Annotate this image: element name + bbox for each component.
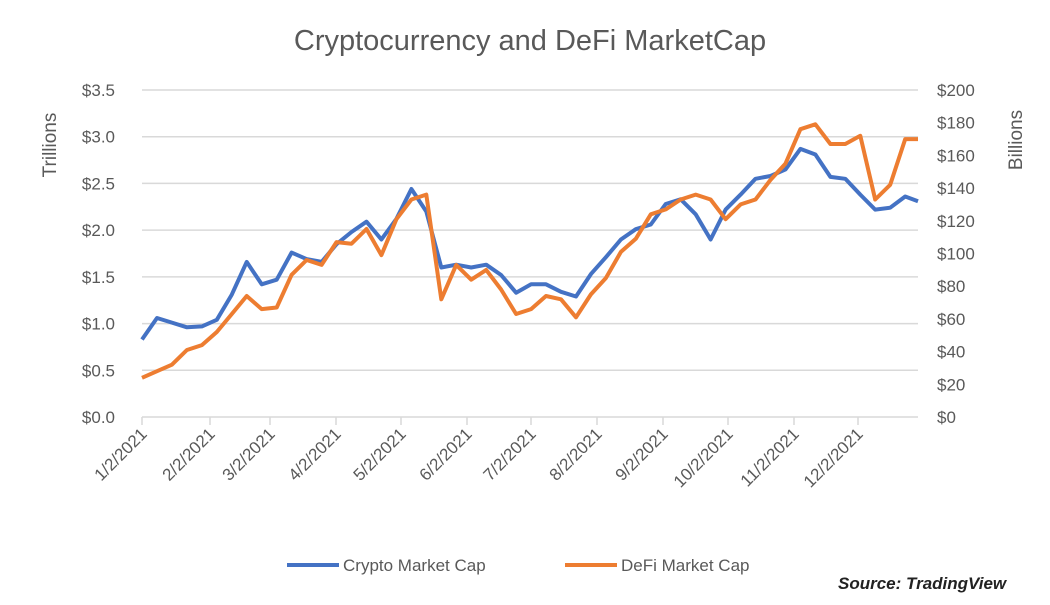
x-tick-label: 6/2/2021: [416, 424, 476, 484]
x-tick-label: 5/2/2021: [350, 424, 410, 484]
legend-label: DeFi Market Cap: [621, 556, 749, 575]
y2-tick-label: $60: [937, 310, 965, 329]
y2-tick-label: $40: [937, 343, 965, 362]
y-tick-label: $1.5: [82, 268, 115, 287]
series-line-crypto: [140, 146, 919, 341]
y2-tick-label: $0: [937, 408, 956, 427]
y-tick-label: $0.0: [82, 408, 115, 427]
y-tick-label: $0.5: [82, 361, 115, 380]
x-tick-label: 9/2/2021: [612, 424, 672, 484]
x-tick-label: 7/2/2021: [480, 424, 540, 484]
x-tick-label: 8/2/2021: [546, 424, 606, 484]
x-tick-label: 10/2/2021: [670, 424, 737, 491]
y2-tick-label: $180: [937, 114, 975, 133]
y-tick-label: $1.0: [82, 315, 115, 334]
x-tick-label: 3/2/2021: [219, 424, 279, 484]
series-line-defi: [141, 122, 918, 380]
y2-tick-label: $80: [937, 277, 965, 296]
chart-title: Cryptocurrency and DeFi MarketCap: [294, 25, 766, 57]
legend-label: Crypto Market Cap: [343, 556, 486, 575]
source-note: Source: TradingView: [838, 574, 1007, 593]
y2-tick-label: $20: [937, 375, 965, 394]
x-tick-label: 4/2/2021: [285, 424, 345, 484]
x-tick-label: 12/2/2021: [800, 424, 867, 491]
x-tick-label: 1/2/2021: [91, 424, 151, 484]
y2-tick-label: $160: [937, 146, 975, 165]
y2-axis-label: Billions: [1006, 110, 1027, 170]
y2-tick-label: $100: [937, 245, 975, 264]
y2-tick-label: $200: [937, 81, 975, 100]
y2-tick-label: $140: [937, 179, 975, 198]
y-tick-label: $3.0: [82, 128, 115, 147]
x-tick-label: 2/2/2021: [159, 424, 219, 484]
y-tick-label: $2.5: [82, 174, 115, 193]
y-tick-label: $3.5: [82, 81, 115, 100]
y-tick-label: $2.0: [82, 221, 115, 240]
y-axis-label: Trillions: [40, 113, 61, 178]
x-tick-label: 11/2/2021: [737, 424, 803, 490]
y2-tick-label: $120: [937, 212, 975, 231]
